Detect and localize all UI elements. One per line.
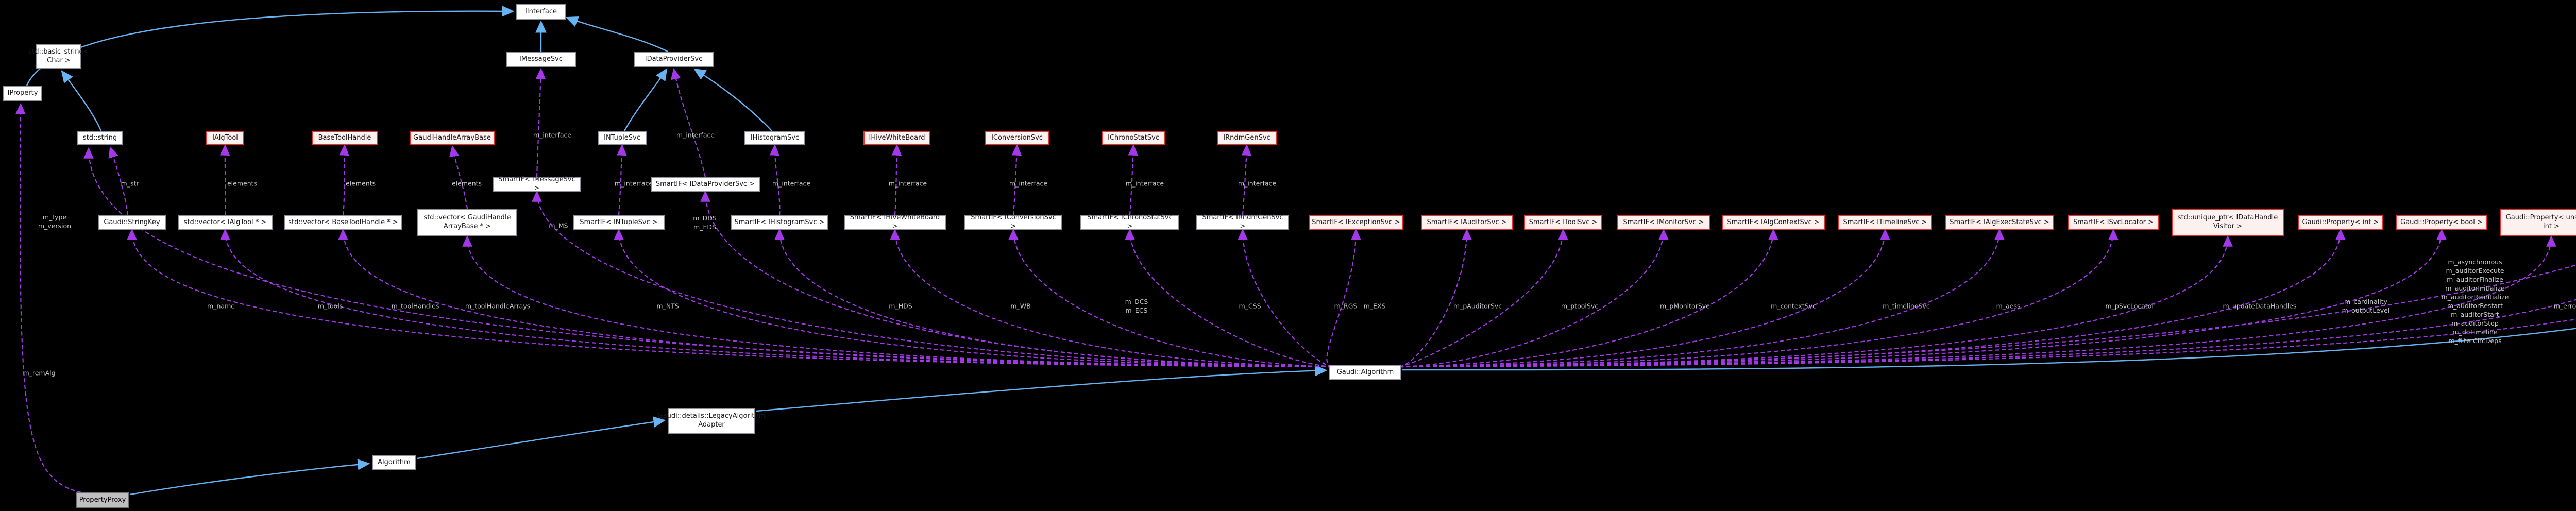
class-node-stringkey[interactable]: Gaudi::StringKey bbox=[98, 215, 166, 230]
class-node-vec_basetoolhandle[interactable]: std::vector< BaseToolHandle * > bbox=[284, 215, 402, 230]
class-node-basicstring[interactable]: std::basic_string< Char > bbox=[28, 44, 89, 69]
class-node-irndmgensvc[interactable]: IRndmGenSvc bbox=[1217, 131, 1277, 145]
member-edge bbox=[1011, 144, 1022, 216]
class-node-ichronostatsvc[interactable]: IChronoStatSvc bbox=[1102, 131, 1165, 145]
class-node-vec_ialgtool[interactable]: std::vector< IAlgTool * > bbox=[178, 215, 273, 230]
member-edge bbox=[614, 228, 1333, 368]
member-edge bbox=[449, 145, 468, 209]
member-edge bbox=[1399, 228, 2005, 368]
member-edge bbox=[890, 228, 1333, 368]
class-node-propertyproxy[interactable]: PropertyProxy bbox=[76, 492, 129, 508]
member-edge bbox=[616, 144, 627, 216]
class-node-sif_messagesvc[interactable]: SmartIF< IMessageSvc > bbox=[493, 176, 581, 192]
class-node-sif_imonitorsvc[interactable]: SmartIF< IMonitorSvc > bbox=[1617, 215, 1710, 230]
inheritance-edge bbox=[693, 68, 772, 131]
inheritance-edge bbox=[1402, 328, 2576, 371]
class-node-ialgtool[interactable]: IAlgTool bbox=[206, 131, 244, 145]
class-node-ihistogramsvc[interactable]: IHistogramSvc bbox=[744, 131, 805, 145]
member-edge bbox=[535, 67, 546, 178]
member-edge bbox=[532, 190, 1333, 368]
member-edge bbox=[338, 228, 1333, 368]
member-edge bbox=[1399, 228, 1568, 368]
class-node-sif_iauditorsvc[interactable]: SmartIF< IAuditorSvc > bbox=[1421, 215, 1513, 230]
class-node-ihivewhiteboard[interactable]: IHiveWhiteBoard bbox=[863, 131, 930, 145]
class-node-sif_iconversionsvc[interactable]: SmartIF< IConversionSvc > bbox=[964, 214, 1062, 230]
class-node-sif_ichronostatsvc[interactable]: SmartIF< IChronoStatSvc > bbox=[1080, 214, 1179, 230]
member-edge bbox=[1399, 235, 2233, 368]
member-edge bbox=[1399, 228, 1778, 368]
member-edge bbox=[774, 228, 1333, 368]
member-edge bbox=[1238, 228, 1333, 368]
member-edge bbox=[1399, 235, 2556, 368]
class-node-prop_int[interactable]: Gaudi::Property< int > bbox=[2298, 215, 2383, 230]
member-edge bbox=[769, 144, 781, 216]
member-edge bbox=[1008, 228, 1333, 368]
member-edge bbox=[1128, 144, 1139, 216]
class-node-prop_uint[interactable]: Gaudi::Property< unsigned int > bbox=[2500, 209, 2576, 236]
member-edge bbox=[670, 67, 706, 178]
member-edge bbox=[108, 146, 129, 216]
class-node-sif_intuplesvc[interactable]: SmartIF< INTupleSvc > bbox=[573, 215, 665, 230]
inheritance-edge bbox=[61, 70, 102, 131]
member-edge bbox=[1326, 228, 1361, 368]
class-node-sif_iexceptionsvc[interactable]: SmartIF< IExceptionSvc > bbox=[1309, 215, 1403, 230]
inheritance-edge bbox=[417, 416, 666, 459]
inheritance-edge bbox=[756, 365, 1328, 412]
class-node-iinterface[interactable]: IInterface bbox=[516, 4, 566, 20]
member-edge bbox=[1399, 264, 2576, 368]
class-node-basetoolhandle[interactable]: BaseToolHandle bbox=[312, 131, 378, 145]
member-edges bbox=[15, 67, 2576, 493]
class-node-vec_ghab[interactable]: std::vector< GaudiHandle ArrayBase * > bbox=[417, 209, 517, 236]
member-edge bbox=[15, 103, 82, 493]
member-edge bbox=[1399, 228, 1890, 368]
class-node-prop_bool[interactable]: Gaudi::Property< bool > bbox=[2396, 215, 2487, 230]
member-edge bbox=[1399, 228, 2119, 368]
class-node-intuplesvc[interactable]: INTupleSvc bbox=[598, 131, 647, 145]
class-node-uptr_dhv[interactable]: std::unique_ptr< IDataHandle Visitor > bbox=[2172, 209, 2284, 236]
class-node-legacy[interactable]: Gaudi::details::LegacyAlgorithm Adapter bbox=[658, 408, 765, 434]
class-node-sif_irndmgensvc[interactable]: SmartIF< IRndmGenSvc > bbox=[1196, 214, 1289, 230]
class-node-sif_isvclocator[interactable]: SmartIF< ISvcLocator > bbox=[2068, 215, 2159, 230]
member-edge bbox=[339, 144, 349, 216]
class-node-ghab[interactable]: GaudiHandleArrayBase bbox=[410, 131, 495, 145]
class-node-iproperty[interactable]: IProperty bbox=[3, 86, 42, 101]
class-node-sif_dataprovidersvc[interactable]: SmartIF< IDataProviderSvc > bbox=[651, 177, 760, 192]
class-node-idataprovidersvc[interactable]: IDataProviderSvc bbox=[634, 52, 714, 67]
member-edge bbox=[1399, 299, 2576, 368]
class-node-sif_ialgcontextsvc[interactable]: SmartIF< IAlgContextSvc > bbox=[1722, 215, 1825, 230]
class-node-iconversionsvc[interactable]: IConversionSvc bbox=[985, 131, 1049, 145]
inheritance-edge bbox=[565, 16, 668, 53]
inheritance-edges bbox=[26, 6, 2576, 496]
inheritance-edge bbox=[623, 67, 668, 131]
class-node-sif_itimelinesvc[interactable]: SmartIF< ITimelineSvc > bbox=[1838, 215, 1932, 230]
member-edge bbox=[1241, 144, 1252, 216]
member-edge bbox=[127, 228, 1333, 368]
class-node-sif_ihistogramsvc[interactable]: SmartIF< IHistogramSvc > bbox=[731, 215, 828, 230]
class-node-sif_itoolsvc[interactable]: SmartIF< IToolSvc > bbox=[1524, 215, 1602, 230]
member-edge bbox=[1399, 228, 2346, 368]
member-edge bbox=[1125, 228, 1333, 368]
class-node-gaudialg[interactable]: Gaudi::Algorithm bbox=[1329, 365, 1401, 380]
member-edge bbox=[1399, 228, 2447, 368]
member-edge bbox=[1399, 228, 1472, 368]
class-node-imessagesvc[interactable]: IMessageSvc bbox=[506, 52, 576, 67]
class-node-sif_ialgexecstatesvc[interactable]: SmartIF< IAlgExecStateSvc > bbox=[1945, 215, 2054, 230]
class-node-stdstring[interactable]: std::string bbox=[77, 131, 123, 145]
member-edge bbox=[1399, 318, 2576, 368]
class-node-sif_ihivewhiteboard[interactable]: SmartIF< IHiveWhiteBoard > bbox=[844, 214, 946, 230]
member-edge bbox=[219, 144, 230, 216]
member-edge bbox=[462, 235, 1333, 368]
member-edge bbox=[220, 228, 1333, 368]
class-node-algorithm[interactable]: Algorithm bbox=[372, 455, 416, 470]
member-edge bbox=[1399, 228, 1669, 368]
inheritance-edge bbox=[26, 6, 515, 86]
member-edge bbox=[83, 147, 1333, 368]
member-edge bbox=[891, 144, 902, 216]
inheritance-edge bbox=[129, 459, 370, 496]
